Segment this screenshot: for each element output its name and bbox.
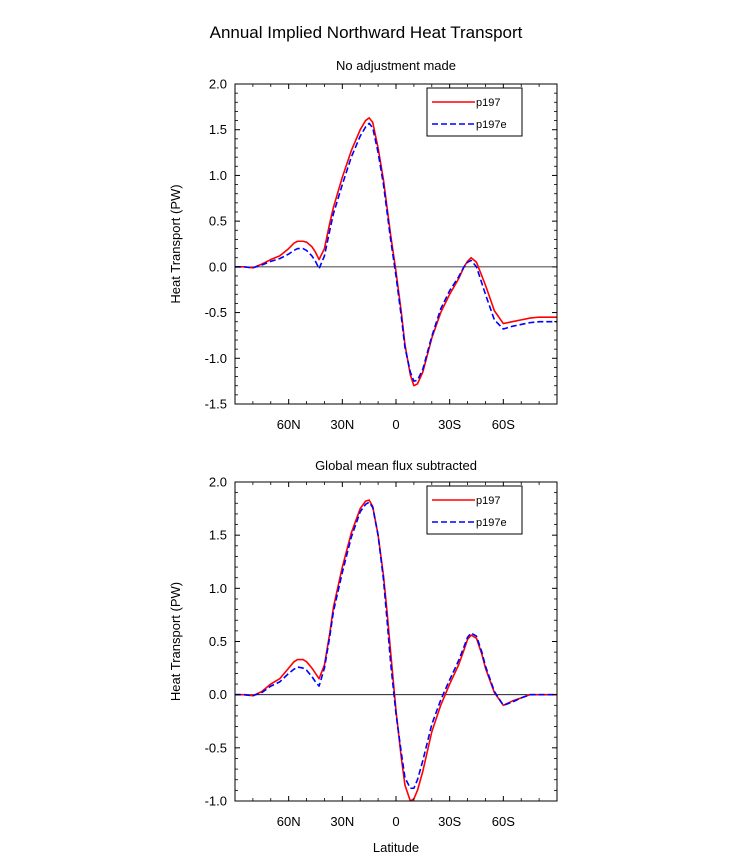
series-line-p197e bbox=[235, 501, 557, 790]
x-tick-label: 0 bbox=[392, 417, 399, 432]
legend-box bbox=[426, 485, 523, 535]
legend-label: p197 bbox=[476, 97, 500, 109]
y-tick-label: 0.0 bbox=[209, 687, 227, 702]
y-tick-label: 1.5 bbox=[209, 122, 227, 137]
x-tick-label: 60N bbox=[277, 417, 301, 432]
x-tick-label: 60N bbox=[277, 814, 301, 829]
legend-label: p197e bbox=[476, 517, 507, 529]
y-tick-label: 2.0 bbox=[209, 475, 227, 490]
legend: p197 p197e bbox=[426, 485, 523, 535]
series-line-p197 bbox=[235, 499, 557, 801]
y-tick-label: 0.0 bbox=[209, 259, 227, 274]
y-tick-label: -1.0 bbox=[205, 351, 227, 366]
x-tick-label: 30S bbox=[438, 417, 461, 432]
x-axis-label: Latitude bbox=[373, 840, 419, 855]
y-tick-label: 2.0 bbox=[209, 77, 227, 92]
legend-box bbox=[426, 87, 523, 137]
legend-label: p197e bbox=[476, 119, 507, 131]
x-tick-label: 0 bbox=[392, 814, 399, 829]
y-tick-label: 1.5 bbox=[209, 528, 227, 543]
figure-title: Annual Implied Northward Heat Transport bbox=[210, 23, 523, 42]
legend-label: p197 bbox=[476, 495, 500, 507]
series-line-p197e bbox=[235, 122, 557, 382]
y-tick-label: 0.5 bbox=[209, 634, 227, 649]
x-tick-label: 60S bbox=[492, 814, 515, 829]
panel-title: No adjustment made bbox=[336, 58, 456, 73]
y-tick-label: 1.0 bbox=[209, 168, 227, 183]
series-line-p197 bbox=[235, 117, 557, 387]
y-tick-label: -1.5 bbox=[205, 397, 227, 412]
legend: p197 p197e bbox=[426, 87, 523, 137]
y-tick-label: -0.5 bbox=[205, 740, 227, 755]
x-tick-label: 30N bbox=[330, 814, 354, 829]
y-axis-label: Heat Transport (PW) bbox=[168, 582, 183, 701]
panel-title: Global mean flux subtracted bbox=[315, 458, 477, 473]
y-tick-label: -1.0 bbox=[205, 794, 227, 809]
x-tick-label: 30S bbox=[438, 814, 461, 829]
y-axis-label: Heat Transport (PW) bbox=[168, 184, 183, 303]
chart-panel-2: Global mean flux subtracted -1.0 -0.5 0.0 0.… bbox=[168, 458, 558, 855]
y-tick-label: -0.5 bbox=[205, 305, 227, 320]
chart-panel-1: No adjustment made -1.5 -1.0 -0.5 0.0 0.5 1.0 1… bbox=[168, 58, 558, 432]
y-tick-label: 1.0 bbox=[209, 581, 227, 596]
y-tick-label: 0.5 bbox=[209, 214, 227, 229]
x-tick-label: 60S bbox=[492, 417, 515, 432]
x-tick-label: 30N bbox=[330, 417, 354, 432]
